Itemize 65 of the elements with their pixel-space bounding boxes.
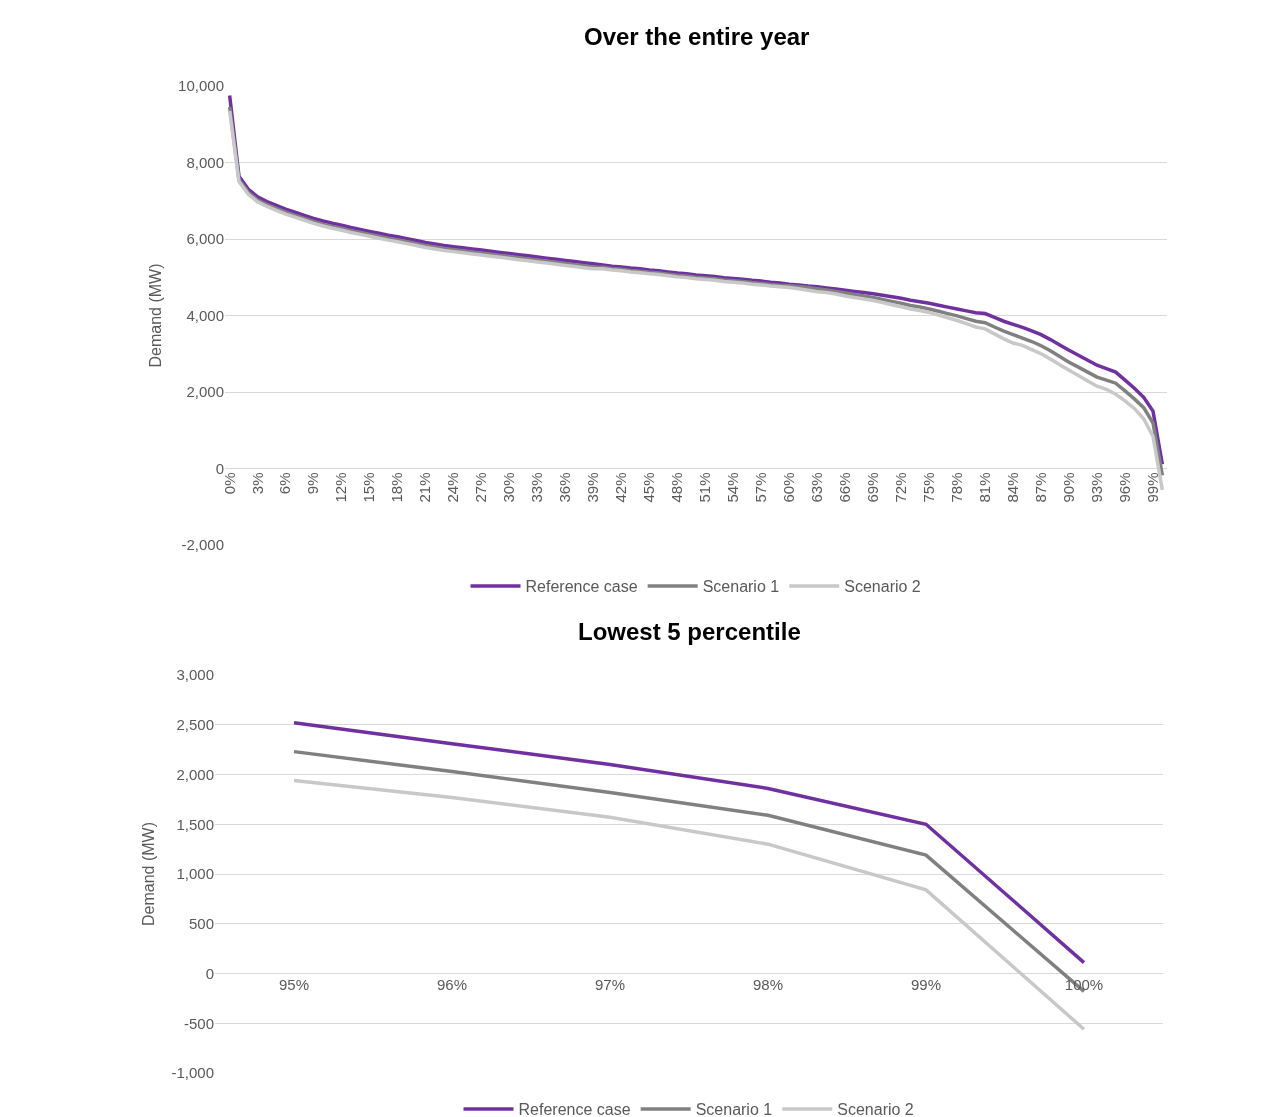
x-tick-label: 9% bbox=[304, 472, 322, 495]
x-tick-label: 12% bbox=[332, 472, 350, 503]
x-tick-label: 57% bbox=[752, 472, 770, 503]
x-tick-label: 27% bbox=[472, 472, 490, 503]
x-tick-label: 96% bbox=[1115, 472, 1133, 503]
x-tick-label: 84% bbox=[1003, 472, 1021, 503]
x-tick-label: 39% bbox=[584, 472, 602, 503]
x-tick-label: 15% bbox=[360, 472, 378, 503]
legend-label: Scenario 2 bbox=[844, 578, 921, 596]
x-tick-label: 33% bbox=[528, 472, 546, 503]
legend-label: Reference case bbox=[525, 578, 638, 596]
x-tick-label: 75% bbox=[920, 472, 938, 503]
x-tick-label: 81% bbox=[976, 472, 994, 503]
x-tick-label: 6% bbox=[276, 472, 294, 495]
y-tick-label: 2,500 bbox=[176, 716, 214, 733]
x-tick-label: 87% bbox=[1031, 472, 1049, 503]
y-tick-label: -2,000 bbox=[181, 536, 224, 554]
y-tick-label: 10,000 bbox=[178, 77, 224, 95]
x-tick-label: 69% bbox=[864, 472, 882, 503]
line-series bbox=[292, 721, 1086, 965]
x-tick-label: 51% bbox=[696, 472, 714, 503]
y-tick-label: 6,000 bbox=[186, 230, 224, 248]
y-tick-label: 1,500 bbox=[176, 815, 214, 833]
y-tick-label: -1,000 bbox=[171, 1064, 214, 1082]
x-tick-label: 60% bbox=[780, 472, 798, 503]
x-tick-label: 18% bbox=[388, 472, 406, 503]
y-tick-label: 0 bbox=[205, 964, 214, 982]
x-tick-label: 3% bbox=[248, 472, 266, 495]
y-tick-label: 4,000 bbox=[186, 306, 224, 324]
x-tick-label: 99% bbox=[1143, 472, 1161, 503]
x-tick-label: 36% bbox=[556, 472, 574, 503]
x-tick-label: 99% bbox=[910, 975, 942, 993]
legend-label: Scenario 1 bbox=[702, 578, 780, 596]
x-tick-label: 93% bbox=[1087, 472, 1105, 503]
y-tick-label: 0 bbox=[215, 459, 224, 477]
x-tick-label: 21% bbox=[416, 472, 434, 503]
y-axis-title: Demand (MW) bbox=[140, 821, 158, 927]
x-tick-label: 90% bbox=[1059, 472, 1077, 503]
x-tick-label: 96% bbox=[436, 975, 468, 993]
x-tick-label: 42% bbox=[612, 472, 630, 503]
x-tick-label: 63% bbox=[808, 472, 826, 503]
x-tick-label: 98% bbox=[752, 975, 784, 993]
x-tick-label: 95% bbox=[278, 975, 310, 993]
x-tick-label: 72% bbox=[892, 472, 910, 503]
chart-title: Over the entire year bbox=[584, 23, 810, 50]
y-tick-label: 8,000 bbox=[186, 153, 224, 171]
y-tick-label: 2,000 bbox=[186, 383, 224, 401]
y-tick-label: 2,000 bbox=[176, 765, 214, 783]
y-tick-label: -500 bbox=[183, 1014, 214, 1032]
x-tick-label: 24% bbox=[444, 472, 462, 503]
x-tick-label: 45% bbox=[640, 472, 658, 503]
x-tick-label: 30% bbox=[500, 472, 518, 503]
x-tick-label: 97% bbox=[594, 975, 626, 993]
legend-label: Scenario 1 bbox=[695, 1101, 773, 1117]
chart-title: Lowest 5 percentile bbox=[578, 618, 801, 645]
x-tick-label: 66% bbox=[836, 472, 854, 503]
y-tick-label: 500 bbox=[188, 915, 214, 932]
legend-label: Scenario 2 bbox=[837, 1101, 914, 1117]
x-tick-label: 48% bbox=[668, 472, 686, 503]
y-tick-label: 1,000 bbox=[176, 865, 214, 883]
x-tick-label: 54% bbox=[724, 472, 742, 503]
y-tick-label: 3,000 bbox=[176, 666, 214, 684]
legend-label: Reference case bbox=[518, 1101, 631, 1117]
x-tick-label: 78% bbox=[948, 472, 966, 503]
y-axis-title: Demand (MW) bbox=[147, 263, 165, 368]
